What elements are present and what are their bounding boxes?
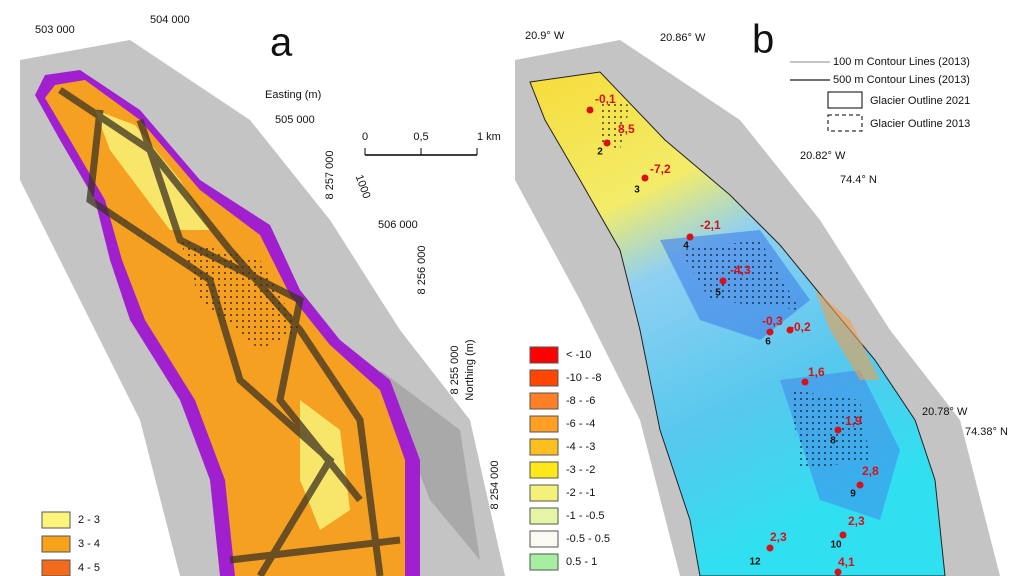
coord-label: 20.78° W	[922, 406, 968, 418]
point-value: 4,1	[838, 555, 855, 569]
legend-label: Glacier Outline 2013	[870, 118, 970, 130]
legend-swatch	[529, 553, 559, 571]
axis-title: Northing (m)	[464, 339, 476, 400]
northing-label: 8 256 000	[416, 246, 428, 295]
sample-point	[686, 233, 694, 241]
point-value: 1,6	[808, 365, 825, 379]
sample-point	[801, 378, 809, 386]
panel-letter: a	[270, 21, 293, 65]
legend-box	[827, 114, 863, 132]
legend-label: 3 - 4	[78, 538, 100, 550]
northing-label: 8 255 000	[449, 346, 461, 395]
glacier-yellow	[95, 110, 210, 230]
point-number: 5	[715, 288, 721, 299]
point-value: 2,8	[862, 464, 879, 478]
legend-swatch	[529, 392, 559, 410]
legend-label: Glacier Outline 2021	[870, 95, 970, 107]
legend-label: 100 m Contour Lines (2013)	[833, 56, 970, 68]
scale-label: 0,5	[413, 131, 428, 143]
legend-label: 500 m Contour Lines (2013)	[833, 74, 970, 86]
point-value: -7,2	[650, 162, 671, 176]
legend-label: 0.5 - 1	[566, 556, 597, 568]
legend-swatch	[41, 535, 71, 553]
debris-margin	[815, 290, 880, 380]
northing-label: 8 257 000	[324, 151, 336, 200]
point-value: -2,1	[700, 218, 721, 232]
easting-label: 504 000	[150, 14, 190, 26]
point-number: 8	[830, 436, 836, 447]
legend-swatch	[529, 369, 559, 387]
sample-point	[834, 426, 842, 434]
terrain-shade	[380, 370, 480, 560]
sample-point	[856, 481, 864, 489]
point-value: 2,3	[848, 514, 865, 528]
sample-point	[786, 326, 794, 334]
legend-label: -0.5 - 0.5	[566, 533, 610, 545]
legend-swatch	[529, 346, 559, 364]
legend-label: -6 - -4	[566, 418, 595, 430]
legend-swatch	[529, 530, 559, 548]
point-number: 6	[765, 337, 771, 348]
legend-label: -2 - -1	[566, 487, 595, 499]
axis-title: Easting (m)	[265, 89, 321, 101]
easting-label: 503 000	[35, 24, 75, 36]
legend-label: -10 - -8	[566, 372, 601, 384]
legend-label: -8 - -6	[566, 395, 595, 407]
legend-swatch	[529, 507, 559, 525]
coord-label: 74.4° N	[840, 174, 877, 186]
sample-point	[834, 568, 842, 576]
legend-label: -1 - -0.5	[566, 510, 605, 522]
stipple	[790, 390, 870, 470]
sample-point	[586, 106, 594, 114]
point-number: 12	[749, 557, 761, 568]
coord-label: 20.9° W	[525, 30, 565, 42]
point-value: -0,3	[762, 314, 783, 328]
point-value: -4,3	[730, 263, 751, 277]
stipple	[598, 100, 630, 150]
point-value: 8,5	[618, 122, 635, 136]
point-number: 3	[634, 185, 640, 196]
sample-point	[766, 328, 774, 336]
point-value: 1,9	[845, 414, 862, 428]
coord-label: 20.82° W	[800, 150, 846, 162]
sample-point	[603, 139, 611, 147]
legend-label: -3 - -2	[566, 464, 595, 476]
legend-label: -4 - -3	[566, 441, 595, 453]
legend-swatch	[529, 438, 559, 456]
scale-label: 1 km	[477, 131, 501, 143]
stipple	[680, 240, 800, 310]
stipple	[180, 240, 300, 350]
legend-label: 4 - 5	[78, 562, 100, 574]
point-number: 2	[597, 147, 603, 158]
point-number: 10	[830, 540, 842, 551]
legend-swatch	[529, 484, 559, 502]
legend-swatch	[529, 461, 559, 479]
sample-point	[839, 531, 847, 539]
legend-swatch	[529, 415, 559, 433]
point-number: 4	[683, 241, 689, 252]
point-value: -0,2	[790, 320, 811, 334]
easting-label: 505 000	[275, 114, 315, 126]
point-value: -0,1	[595, 92, 616, 106]
legend-label: 2 - 3	[78, 514, 100, 526]
legend-box	[827, 91, 863, 109]
contour-label: 1000	[353, 173, 373, 200]
sample-point	[719, 277, 727, 285]
coord-label: 20.86° W	[660, 32, 706, 44]
legend-swatch	[41, 511, 71, 529]
point-value: 2,3	[770, 530, 787, 544]
panel-letter: b	[752, 18, 774, 62]
point-number: 9	[850, 489, 856, 500]
sample-point	[641, 174, 649, 182]
scale-label: 0	[362, 131, 368, 143]
easting-label: 506 000	[378, 219, 418, 231]
northing-label: 8 254 000	[489, 461, 501, 510]
survey-tracks	[58, 87, 401, 576]
legend-swatch	[41, 559, 71, 576]
coord-label: 74.38° N	[965, 426, 1008, 438]
sample-point	[766, 544, 774, 552]
legend-label: < -10	[566, 349, 591, 361]
